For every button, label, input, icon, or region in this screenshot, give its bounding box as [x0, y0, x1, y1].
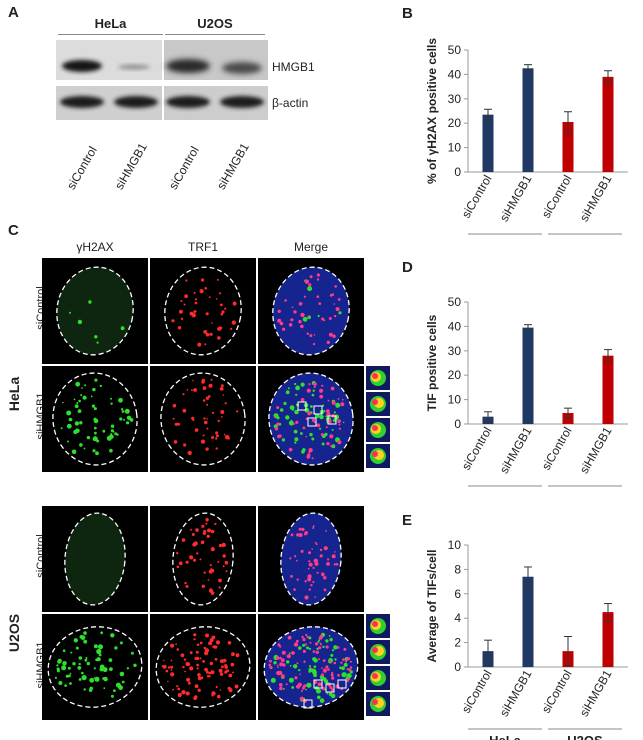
blot-title-hela: HeLa — [94, 16, 127, 31]
zoom-inset-u2os-1 — [366, 614, 390, 638]
bar-4 — [602, 355, 614, 424]
micrograph-hela-sihmgb1-merge — [258, 366, 364, 472]
micrograph-u2os-sicontrol-red — [150, 506, 256, 612]
bar-3 — [562, 121, 574, 172]
micrograph-hela-sihmgb1-red — [150, 366, 256, 472]
category-label-1: siControl — [459, 425, 495, 473]
zoom-inset-hela-3 — [366, 418, 390, 442]
group-label-2: U2OS — [567, 733, 603, 740]
blot-title-hela-underline — [58, 34, 163, 35]
panel-c-letter: C — [8, 222, 19, 239]
cell-line-label-hela: HeLa — [6, 376, 22, 412]
micrograph-u2os-sihmgb1-merge — [258, 614, 364, 720]
bar-1 — [482, 114, 494, 172]
panel-a-letter: A — [8, 4, 19, 21]
category-label-1: siControl — [459, 173, 495, 221]
y-tick-label: 2 — [454, 636, 461, 650]
zoom-inset-hela-2 — [366, 392, 390, 416]
category-label-3: siControl — [539, 668, 575, 716]
y-tick-label: 40 — [448, 67, 462, 81]
y-tick-label: 6 — [454, 587, 461, 601]
y-tick-label: 50 — [448, 43, 462, 57]
band-u2os-sihmgb1-actin — [220, 96, 264, 108]
zoom-inset-u2os-3 — [366, 666, 390, 690]
y-tick-label: 20 — [448, 116, 462, 130]
band-hela-sihmgb1-actin — [114, 96, 158, 108]
micrograph-hela-sicontrol-merge — [258, 258, 364, 364]
column-header-gh2ax: γH2AX — [76, 240, 114, 254]
y-tick-label: 8 — [454, 562, 461, 576]
blot-title-u2os-underline — [165, 34, 265, 35]
lane-label-4: siHMGB1 — [214, 140, 252, 192]
cell-line-label-u2os: U2OS — [6, 613, 22, 653]
zoom-inset-hela-1 — [366, 366, 390, 390]
micrograph-u2os-sihmgb1-red — [150, 614, 256, 720]
category-label-3: siControl — [539, 173, 575, 221]
y-tick-label: 0 — [454, 165, 461, 179]
band-u2os-sicontrol-actin — [166, 96, 210, 108]
chart-b-letter: B — [402, 5, 413, 22]
bar-3 — [562, 413, 574, 424]
zoom-inset-hela-4 — [366, 444, 390, 468]
blot-hela-hmgb1-bg — [56, 40, 162, 80]
category-label-4: siHMGB1 — [577, 172, 615, 224]
y-tick-label: 10 — [448, 141, 462, 155]
bar-4 — [602, 612, 614, 667]
band-hela-sicontrol-hmgb1 — [62, 60, 102, 72]
category-label-4: siHMGB1 — [577, 667, 615, 719]
category-label-2: siHMGB1 — [497, 172, 535, 224]
lane-label-2: siHMGB1 — [112, 140, 150, 192]
category-label-1: siControl — [459, 668, 495, 716]
y-tick-label: 0 — [454, 417, 461, 431]
y-tick-label: 30 — [448, 92, 462, 106]
band-label-hmgb1: HMGB1 — [272, 60, 315, 74]
micrograph-hela-sicontrol-green — [42, 258, 148, 364]
band-u2os-sihmgb1-hmgb1 — [222, 62, 262, 74]
zoom-inset-u2os-4 — [366, 692, 390, 716]
chart-d-letter: D — [402, 259, 413, 276]
bar-2 — [522, 327, 534, 424]
blot-title-u2os: U2OS — [197, 16, 233, 31]
chart-b: B % of γH2AX positive cells 0 10 20 30 40 50 siC… — [402, 5, 628, 235]
bar-2 — [522, 576, 534, 667]
y-tick-label: 50 — [448, 295, 462, 309]
category-label-2: siHMGB1 — [497, 667, 535, 719]
bar-2 — [522, 68, 534, 172]
chart-b-ylabel: % of γH2AX positive cells — [425, 38, 439, 184]
chart-e-ylabel: Average of TIFs/cell — [425, 550, 439, 663]
band-u2os-sicontrol-hmgb1 — [166, 59, 210, 73]
band-label-actin: β-actin — [272, 96, 309, 110]
y-tick-label: 0 — [454, 660, 461, 674]
micrograph-hela-sicontrol-red — [150, 258, 256, 364]
chart-e-letter: E — [402, 512, 412, 529]
y-tick-label: 40 — [448, 319, 462, 333]
y-tick-label: 4 — [454, 611, 461, 625]
column-header-merge: Merge — [293, 240, 328, 254]
band-hela-sicontrol-actin — [60, 96, 104, 108]
category-label-4: siHMGB1 — [577, 424, 615, 476]
lane-label-1: siControl — [64, 143, 100, 192]
category-label-3: siControl — [539, 425, 575, 473]
micrograph-hela-sihmgb1-green — [42, 366, 148, 472]
micrograph-u2os-sicontrol-merge — [258, 506, 364, 612]
bar-4 — [602, 76, 614, 172]
zoom-inset-u2os-2 — [366, 640, 390, 664]
y-tick-label: 30 — [448, 344, 462, 358]
band-hela-sihmgb1-hmgb1 — [118, 64, 150, 70]
lane-label-3: siControl — [166, 143, 202, 192]
y-tick-label: 10 — [448, 393, 462, 407]
column-header-trf1: TRF1 — [188, 240, 218, 254]
micrograph-u2os-sihmgb1-green — [42, 614, 148, 720]
y-tick-label: 20 — [448, 368, 462, 382]
group-label-1: HeLa — [489, 733, 522, 740]
micrograph-u2os-sicontrol-green — [42, 506, 148, 612]
category-label-2: siHMGB1 — [497, 424, 535, 476]
chart-d-ylabel: TIF positive cells — [425, 314, 439, 411]
western-blot-image — [56, 40, 268, 120]
y-tick-label: 10 — [448, 538, 462, 552]
